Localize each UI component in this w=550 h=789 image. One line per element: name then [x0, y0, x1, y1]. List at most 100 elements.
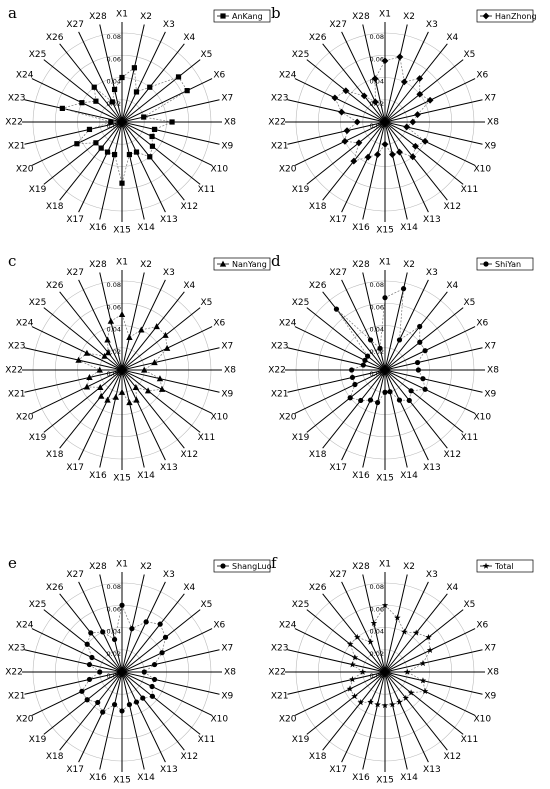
data-point — [401, 628, 408, 635]
data-point — [351, 692, 358, 700]
data-point — [119, 74, 125, 81]
data-point — [111, 86, 118, 93]
axis-label: X12 — [181, 202, 199, 212]
data-point — [133, 396, 140, 403]
axis-spoke — [384, 347, 483, 371]
axis-spoke — [78, 121, 123, 213]
data-point — [158, 385, 166, 392]
axis-label: X8 — [224, 118, 236, 128]
axis-label: X15 — [376, 474, 394, 484]
axis-spoke — [294, 369, 386, 414]
data-point — [153, 323, 160, 330]
axis-spoke — [121, 649, 220, 673]
axis-label: X23 — [8, 93, 26, 103]
axis-label: X18 — [309, 450, 327, 460]
axis-spoke — [59, 369, 123, 449]
axis-label: X6 — [213, 319, 225, 329]
data-point — [351, 654, 359, 661]
axis-spoke — [306, 121, 386, 185]
axis-label: X25 — [29, 600, 47, 610]
data-point — [96, 366, 103, 373]
data-point — [426, 646, 434, 654]
axis-label: X22 — [5, 668, 23, 678]
axis-label: X6 — [476, 319, 488, 329]
data-point — [83, 349, 91, 356]
data-point — [425, 633, 432, 641]
axis-label: X10 — [210, 164, 228, 174]
data-point — [141, 669, 147, 675]
axis-spoke — [121, 121, 213, 166]
axis-label: X14 — [400, 223, 418, 233]
axis-label: X13 — [423, 215, 441, 225]
axis-label: X12 — [181, 752, 199, 762]
axis-spoke — [43, 59, 123, 123]
data-point — [149, 133, 155, 140]
axis-spoke — [384, 671, 448, 751]
axis-label: X20 — [279, 164, 297, 174]
data-point — [406, 397, 412, 404]
axis-label: X4 — [183, 281, 195, 291]
axis-spoke — [24, 369, 123, 393]
axis-label: X21 — [8, 390, 26, 400]
axis-label: X13 — [423, 463, 441, 473]
r-tick-label: 0.00 — [107, 672, 121, 680]
axis-label: X22 — [5, 366, 23, 376]
axis-spoke — [121, 671, 185, 751]
axis-spoke — [306, 369, 386, 433]
axis-label: X5 — [463, 50, 475, 60]
axis-spoke — [24, 649, 123, 673]
data-point — [396, 397, 403, 403]
legend-marker — [220, 13, 226, 19]
axis-label: X16 — [89, 773, 107, 783]
axis-label: X24 — [279, 71, 297, 81]
data-point — [359, 668, 366, 675]
axis-label: X22 — [5, 118, 23, 128]
axis-spoke — [384, 369, 483, 393]
data-point — [141, 366, 148, 373]
axis-spoke — [384, 291, 448, 371]
axis-label: X12 — [444, 202, 462, 212]
r-tick-label: 0.08 — [107, 583, 121, 591]
data-point — [184, 88, 190, 94]
axis-label: X2 — [403, 260, 415, 270]
axis-label: X5 — [200, 298, 212, 308]
data-point — [151, 359, 158, 366]
axis-label: X5 — [463, 600, 475, 610]
axis-label: X27 — [66, 268, 84, 278]
r-tick-label: 0.04 — [370, 326, 384, 334]
data-point — [100, 709, 106, 715]
axis-label: X22 — [268, 118, 286, 128]
data-point — [367, 337, 374, 343]
axis-label: X14 — [400, 471, 418, 481]
axis-label: X4 — [183, 583, 195, 593]
axis-spoke — [59, 43, 123, 123]
data-point — [162, 331, 169, 338]
data-point — [147, 154, 153, 160]
axis-spoke — [78, 31, 123, 123]
axis-spoke — [78, 369, 123, 461]
axis-label: X13 — [423, 765, 441, 775]
data-point — [374, 701, 381, 708]
axis-spoke — [384, 369, 448, 449]
data-point — [79, 688, 85, 694]
legend-label: NanYang — [232, 260, 267, 269]
data-point — [129, 626, 135, 632]
axis-spoke — [322, 369, 386, 449]
data-point — [118, 310, 126, 317]
axis-label: X16 — [89, 471, 107, 481]
axis-spoke — [24, 347, 123, 371]
axis-label: X3 — [426, 20, 438, 30]
r-tick-label: 0.06 — [370, 303, 384, 311]
axis-label: X9 — [484, 390, 496, 400]
data-point — [93, 98, 99, 104]
axis-label: X27 — [66, 20, 84, 30]
r-tick-label: 0.06 — [107, 605, 121, 613]
axis-spoke — [384, 369, 408, 468]
axis-spoke — [59, 291, 123, 371]
axis-label: X27 — [329, 268, 347, 278]
axis-spoke — [99, 671, 123, 770]
legend-label: ShangLuo — [232, 562, 272, 571]
axis-spoke — [384, 121, 408, 220]
axis-spoke — [121, 78, 213, 123]
